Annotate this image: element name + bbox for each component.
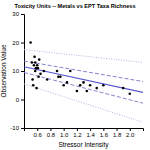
x-axis-tick-label: 1.6 [100, 132, 109, 138]
point [128, 93, 131, 96]
point [46, 78, 49, 81]
x-axis-tick: 0.6 [34, 128, 43, 138]
scatter-series [29, 41, 131, 95]
point [31, 61, 34, 64]
x-axis-tick: 1.6 [100, 128, 109, 138]
point [66, 81, 69, 84]
plot: 0.6 0.8 1.0 1.2 1.4 1.6 1.8 2.0 -10 0 10 20 30 [10, 11, 143, 138]
x-axis-title: Stressor Intensity [58, 141, 109, 149]
point [34, 70, 37, 73]
chart: 0.6 0.8 1.0 1.2 1.4 1.6 1.8 2.0 -10 0 10 20 30 Toxici… [0, 0, 150, 150]
y-axis-tick: 30 [12, 11, 24, 17]
line [24, 67, 143, 93]
point [56, 70, 59, 73]
point [122, 87, 125, 90]
point [31, 78, 34, 81]
y-axis-tick: 20 [12, 40, 24, 46]
y-axis-tick-label: 0 [16, 97, 20, 103]
point [76, 90, 79, 93]
point [95, 87, 98, 90]
title: Toxicity Units -- Metals vs EPT Taxa Ric… [14, 3, 135, 9]
point [43, 70, 46, 73]
x-axis-tick-mark [130, 128, 131, 131]
y-axis-tick: 10 [12, 68, 24, 74]
x-axis-tick-mark [37, 128, 38, 131]
line [24, 61, 143, 82]
line [24, 50, 143, 63]
x-axis-tick-label: 0.6 [34, 132, 43, 138]
point [36, 64, 39, 67]
y-axis-title: Observation Value [0, 44, 7, 97]
point [79, 84, 82, 87]
point [69, 70, 72, 73]
line [24, 84, 143, 122]
x-axis-tick-label: 2.0 [126, 132, 135, 138]
x-axis-tick-label: 1.0 [60, 132, 69, 138]
x-axis-tick-mark [117, 128, 118, 131]
x-axis-tick: 1.8 [113, 128, 122, 138]
point [33, 64, 36, 67]
x-axis-tick: 1.0 [60, 128, 69, 138]
x-axis-tick-label: 1.4 [86, 132, 95, 138]
point [39, 73, 42, 76]
x-axis-tick: 1.2 [73, 128, 82, 138]
x-axis-tick-mark [64, 128, 65, 131]
x-axis: 0.6 0.8 1.0 1.2 1.4 1.6 1.8 2.0 [25, 128, 144, 138]
x-axis-tick: 2.0 [126, 128, 135, 138]
x-axis-line [25, 129, 144, 132]
x-axis-tick-label: 0.8 [47, 132, 56, 138]
y-axis-tick-mark [21, 100, 24, 101]
point [34, 61, 37, 64]
marks [24, 41, 143, 122]
point [82, 81, 85, 84]
y-axis-tick-label: 10 [12, 68, 19, 74]
y-axis-tick: -10 [10, 125, 24, 131]
x-axis-tick-mark [77, 128, 78, 131]
point [38, 58, 41, 61]
point [32, 84, 35, 87]
x-axis-tick-mark [90, 128, 91, 131]
y-axis-tick-mark [21, 43, 24, 44]
y-axis-tick-label: -10 [10, 125, 19, 131]
point [102, 84, 105, 87]
point [35, 87, 38, 90]
y-axis-tick-mark [21, 128, 24, 129]
point [62, 84, 65, 87]
point [89, 84, 92, 87]
point [29, 41, 32, 44]
y-axis-tick-mark [21, 14, 24, 15]
y-axis: -10 0 10 20 30 [10, 11, 24, 131]
point [86, 90, 89, 93]
y-axis-line [21, 15, 25, 129]
line [24, 72, 143, 103]
point [37, 67, 40, 70]
y-axis-tick: 0 [16, 97, 24, 103]
x-axis-tick-mark [50, 128, 51, 131]
x-axis-tick-label: 1.2 [73, 132, 82, 138]
x-axis-tick: 1.4 [86, 128, 95, 138]
x-axis-tick-label: 1.8 [113, 132, 122, 138]
point [59, 75, 62, 78]
point [37, 75, 40, 78]
y-axis-tick-mark [21, 71, 24, 72]
x-axis-tick: 0.8 [47, 128, 56, 138]
y-axis-tick-label: 20 [12, 40, 19, 46]
point [33, 55, 36, 58]
y-axis-tick-label: 30 [12, 11, 19, 17]
x-axis-tick-mark [103, 128, 104, 131]
